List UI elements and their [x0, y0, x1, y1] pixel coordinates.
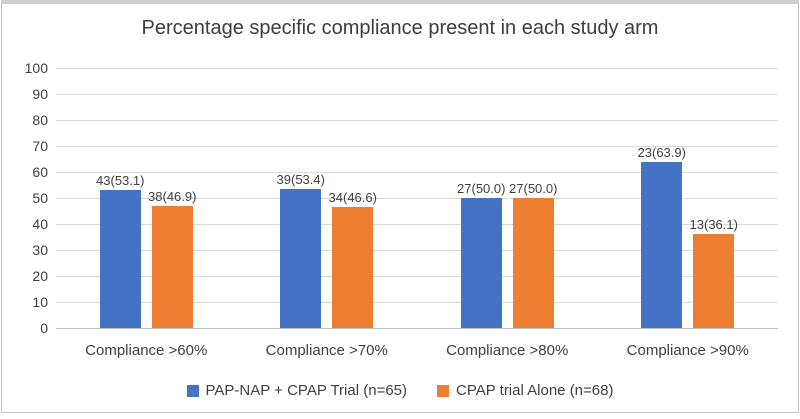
- gridline: [56, 146, 778, 147]
- x-axis-category-label: Compliance >70%: [265, 342, 388, 359]
- x-axis-category-label: Compliance >80%: [446, 342, 569, 359]
- bar-series-orange: [512, 198, 554, 328]
- y-tick-label: 50: [32, 190, 48, 206]
- plot-area: 0 10 20 30 40 50 60 70 80 90 100 43(53.1) 38(46.9) 39…: [25, 60, 778, 336]
- bar-wrap: 43(53.1): [96, 173, 144, 328]
- y-tick-label: 20: [32, 268, 48, 284]
- data-label: 27(50.0): [457, 181, 506, 196]
- bar-group: 23(63.9) 13(36.1): [598, 145, 779, 328]
- gridline: [56, 250, 778, 251]
- gridline: [56, 68, 778, 69]
- legend-swatch-orange: [437, 384, 450, 397]
- y-tick-label: 90: [32, 86, 48, 102]
- legend-label: PAP-NAP + CPAP Trial (n=65): [205, 382, 408, 399]
- bar-series-blue: [99, 189, 141, 328]
- bar-wrap: 39(53.4): [277, 172, 325, 328]
- data-label: 27(50.0): [509, 181, 558, 196]
- bar-group: 27(50.0) 27(50.0): [417, 181, 598, 328]
- y-tick-label: 40: [32, 216, 48, 232]
- bar-wrap: 34(46.6): [329, 190, 377, 328]
- bar-wrap: 27(50.0): [509, 181, 557, 328]
- gridline: [56, 198, 778, 199]
- data-label: 38(46.9): [148, 189, 197, 205]
- y-tick-label: 80: [32, 112, 48, 128]
- x-axis-category-label: Compliance >60%: [85, 342, 208, 359]
- bar-groups: 43(53.1) 38(46.9) 39(53.4) 34(46.6) 27(50.0)…: [56, 68, 778, 328]
- gridline: [56, 94, 778, 95]
- bar-wrap: 13(36.1): [690, 217, 738, 328]
- y-tick-label: 30: [32, 242, 48, 258]
- bar-series-blue: [460, 198, 502, 328]
- bar-group: 43(53.1) 38(46.9): [56, 173, 237, 328]
- bar-series-orange: [332, 206, 374, 328]
- legend-item: PAP-NAP + CPAP Trial (n=65): [186, 382, 408, 399]
- gridline: [56, 224, 778, 225]
- data-label: 23(63.9): [637, 144, 686, 160]
- bar-group: 39(53.4) 34(46.6): [237, 172, 418, 328]
- data-label: 34(46.6): [328, 189, 377, 205]
- y-tick-label: 100: [24, 60, 48, 76]
- gridline: [56, 120, 778, 121]
- y-tick-label: 60: [32, 164, 48, 180]
- gridline: [56, 172, 778, 173]
- bar-series-orange: [151, 206, 193, 328]
- chart-title: Percentage specific compliance present i…: [141, 17, 659, 39]
- legend: PAP-NAP + CPAP Trial (n=65) CPAP trial Al…: [2, 382, 798, 399]
- legend-label: CPAP trial Alone (n=68): [456, 382, 614, 399]
- gridline: [56, 302, 778, 303]
- bar-series-blue: [280, 189, 322, 328]
- bar-series-blue: [641, 161, 683, 328]
- x-axis-line: [56, 328, 778, 329]
- gridline: [56, 276, 778, 277]
- legend-item: CPAP trial Alone (n=68): [437, 382, 613, 399]
- x-axis-category-label: Compliance >90%: [626, 342, 749, 359]
- bar-wrap: 23(63.9): [638, 145, 686, 328]
- data-label: 13(36.1): [689, 217, 738, 233]
- y-tick-label: 10: [32, 294, 48, 310]
- x-axis-category-labels: Compliance >60% Compliance >70% Compliance…: [56, 342, 778, 359]
- bar-wrap: 38(46.9): [148, 189, 196, 328]
- bar-wrap: 27(50.0): [457, 181, 505, 328]
- data-label: 39(53.4): [276, 172, 325, 188]
- y-tick-label: 70: [32, 138, 48, 154]
- y-tick-label: 0: [40, 320, 48, 336]
- legend-swatch-blue: [186, 384, 199, 397]
- data-label: 43(53.1): [96, 172, 145, 188]
- bar-series-orange: [693, 234, 735, 328]
